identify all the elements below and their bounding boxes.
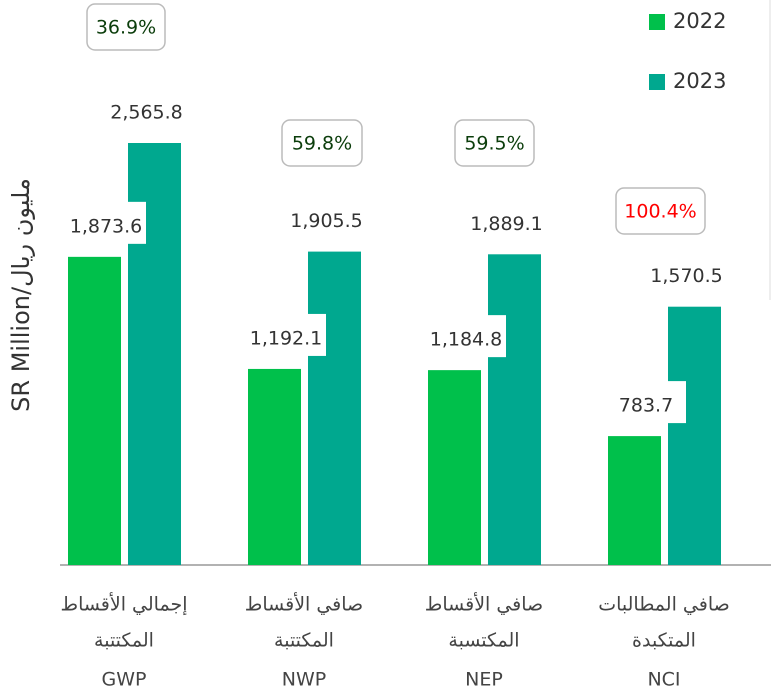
category-name: صافي الأقساط [425, 593, 543, 616]
value-label: 783.7 [619, 395, 673, 417]
label-bg [242, 313, 326, 356]
value-label: 1,184.8 [430, 329, 503, 351]
annotation: 36.9% [96, 17, 156, 39]
value-label: 1,905.5 [290, 210, 363, 232]
legend-label: 2023 [673, 69, 726, 93]
annotation-box [86, 3, 166, 51]
legend-label: 2022 [673, 9, 726, 33]
category-code: NCI [647, 669, 680, 691]
bar [248, 368, 301, 565]
bar [428, 370, 481, 565]
bar [488, 254, 541, 565]
label-bg [62, 201, 146, 244]
category-code: GWP [102, 669, 147, 691]
legend-swatch [649, 74, 665, 90]
category-name: المكتتبة [274, 630, 334, 652]
label-bg [602, 381, 686, 424]
annotation-box [615, 187, 706, 235]
bar [68, 256, 121, 565]
value-label: 1,889.1 [470, 213, 543, 235]
category-name: صافي الأقساط [245, 593, 363, 616]
value-label: 1,192.1 [250, 327, 323, 349]
category-code: NWP [282, 669, 326, 691]
value-label: 2,565.8 [110, 102, 183, 124]
bar [308, 251, 361, 565]
annotation: 100.4% [624, 201, 696, 223]
legend-swatch [649, 14, 665, 30]
annotation: 59.8% [292, 133, 352, 155]
value-label: 1,873.6 [70, 215, 143, 237]
annotation-box [281, 119, 363, 167]
category-name: صافي المطالبات [598, 594, 730, 616]
annotation: 59.5% [464, 133, 524, 155]
bar [608, 436, 661, 565]
category-name: إجمالي الأقساط [61, 593, 188, 617]
category-name: المكتتبة [94, 630, 154, 652]
value-label: 1,570.5 [650, 265, 723, 287]
annotation-box [454, 119, 535, 167]
y-axis-label: SR Million/مليون ريال [7, 178, 35, 412]
bar [668, 306, 721, 565]
label-bg [422, 315, 506, 358]
category-name: المكتسبة [448, 630, 519, 652]
category-name: المتكبدة [632, 630, 696, 652]
category-code: NEP [465, 669, 503, 691]
